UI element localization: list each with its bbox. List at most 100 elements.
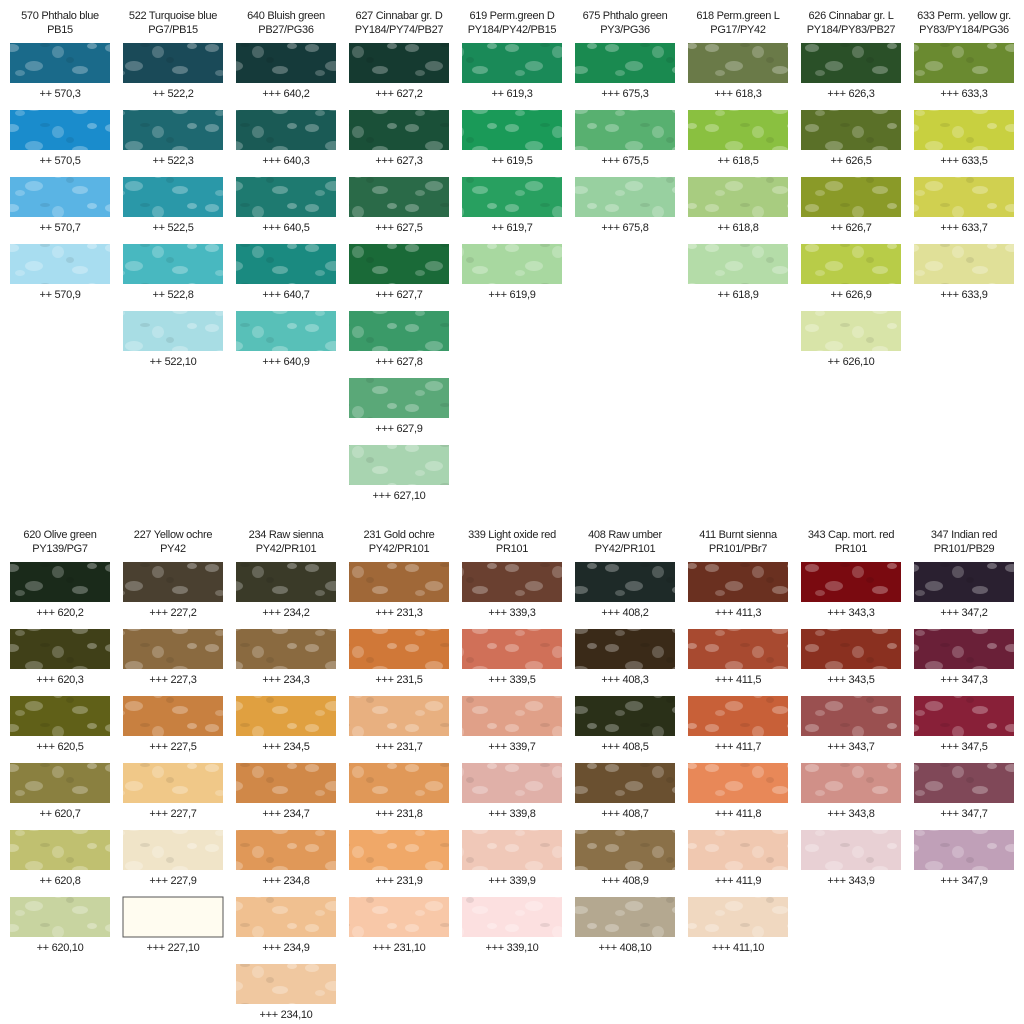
swatch-texture — [914, 110, 1014, 150]
swatch-texture — [801, 830, 901, 870]
swatch-texture — [349, 244, 449, 284]
column-name: 619 Perm.green D — [469, 10, 554, 22]
swatch-label: ++ 522,2 — [152, 88, 193, 100]
column-pigments: PY3/PG36 — [600, 24, 650, 36]
swatch-texture — [801, 629, 901, 669]
swatch-label: +++ 231,9 — [375, 875, 422, 887]
swatch-label: ++ 619,5 — [491, 155, 532, 167]
column-pigments: PR101/PB29 — [934, 543, 995, 555]
swatch-texture — [462, 629, 562, 669]
swatch-texture — [236, 696, 336, 736]
swatch-label: ++ 570,9 — [39, 289, 80, 301]
swatch-texture — [236, 244, 336, 284]
swatch-texture — [688, 43, 788, 83]
swatch-label: +++ 234,2 — [262, 607, 309, 619]
swatch-label: +++ 231,5 — [375, 674, 422, 686]
column-name: 347 Indian red — [931, 529, 997, 541]
swatch-label: +++ 620,2 — [36, 607, 83, 619]
column-name: 343 Cap. mort. red — [808, 529, 894, 541]
swatch-texture — [575, 629, 675, 669]
swatch-label: +++ 627,10 — [373, 490, 426, 502]
swatch-label: +++ 620,3 — [36, 674, 83, 686]
swatch-label: +++ 627,9 — [375, 423, 422, 435]
column-name: 640 Bluish green — [247, 10, 325, 22]
swatch-label: +++ 234,5 — [262, 741, 309, 753]
column-name: 675 Phthalo green — [583, 10, 668, 22]
swatch-label: +++ 347,3 — [940, 674, 987, 686]
swatch-label: +++ 640,3 — [262, 155, 309, 167]
swatch-label: ++ 522,10 — [150, 356, 197, 368]
swatch-texture — [10, 244, 110, 284]
swatch-label: ++ 626,5 — [830, 155, 871, 167]
swatch-texture — [10, 43, 110, 83]
swatch-texture — [236, 110, 336, 150]
swatch-label: +++ 640,9 — [262, 356, 309, 368]
column-name: 620 Olive green — [23, 529, 96, 541]
swatch-texture — [914, 244, 1014, 284]
swatch-label: +++ 227,5 — [149, 741, 196, 753]
swatch-label: ++ 522,3 — [152, 155, 193, 167]
swatch-texture — [914, 763, 1014, 803]
swatch-texture — [575, 897, 675, 937]
swatch-texture — [10, 110, 110, 150]
swatch-texture — [123, 562, 223, 602]
swatch-label: +++ 411,8 — [715, 808, 762, 820]
swatch-label: +++ 347,7 — [940, 808, 987, 820]
swatch-texture — [575, 177, 675, 217]
swatch-texture — [575, 696, 675, 736]
swatch-label: ++ 619,3 — [491, 88, 532, 100]
column-pigments: PR101 — [835, 543, 867, 555]
swatch-label: +++ 675,8 — [601, 222, 648, 234]
swatch-label: +++ 343,5 — [827, 674, 874, 686]
swatch-texture — [236, 964, 336, 1004]
swatch-texture — [123, 177, 223, 217]
swatch-label: +++ 343,3 — [827, 607, 874, 619]
swatch-texture — [462, 696, 562, 736]
swatch-texture — [349, 830, 449, 870]
column-name: 234 Raw sienna — [249, 529, 325, 541]
swatch-texture — [688, 244, 788, 284]
swatch-label: +++ 347,5 — [940, 741, 987, 753]
swatch-texture — [10, 696, 110, 736]
swatch-label: +++ 408,2 — [601, 607, 648, 619]
swatch-label: +++ 411,10 — [712, 942, 764, 954]
column-name: 626 Cinnabar gr. L — [808, 10, 893, 22]
column-pigments: PY184/PY42/PB15 — [468, 24, 557, 36]
swatch-texture — [801, 244, 901, 284]
swatch-label: ++ 570,3 — [39, 88, 80, 100]
column-pigments: PY83/PY184/PG36 — [919, 24, 1009, 36]
column-name: 570 Phthalo blue — [21, 10, 99, 22]
swatch-texture — [688, 177, 788, 217]
column-name: 408 Raw umber — [588, 529, 662, 541]
swatch-label: ++ 522,8 — [152, 289, 193, 301]
swatch-texture — [349, 763, 449, 803]
swatch-texture — [123, 763, 223, 803]
swatch-label: +++ 227,7 — [149, 808, 196, 820]
swatch-label: +++ 627,3 — [375, 155, 422, 167]
swatch-label: ++ 618,9 — [717, 289, 758, 301]
column-name: 633 Perm. yellow gr. — [917, 10, 1011, 22]
swatch-label: +++ 640,5 — [262, 222, 309, 234]
swatch-texture — [462, 110, 562, 150]
column-pigments: PR101 — [496, 543, 528, 555]
swatch-texture — [123, 830, 223, 870]
swatch-label: +++ 231,8 — [375, 808, 422, 820]
swatch-label: +++ 408,10 — [599, 942, 652, 954]
swatch-label: ++ 618,8 — [717, 222, 758, 234]
swatch-texture — [236, 43, 336, 83]
swatch-texture — [123, 244, 223, 284]
swatch-label: +++ 234,9 — [262, 942, 309, 954]
swatch-texture — [10, 830, 110, 870]
swatch-label: +++ 227,9 — [149, 875, 196, 887]
swatch-label: +++ 626,3 — [827, 88, 874, 100]
swatch-label: +++ 347,9 — [940, 875, 987, 887]
swatch-label: +++ 339,5 — [488, 674, 535, 686]
swatch-texture — [914, 177, 1014, 217]
swatch-texture — [914, 629, 1014, 669]
swatch-label: ++ 522,5 — [152, 222, 193, 234]
column-pigments: PR101/PBr7 — [709, 543, 767, 555]
swatch-texture — [236, 629, 336, 669]
swatch-label: +++ 234,8 — [262, 875, 309, 887]
swatch-label: +++ 227,3 — [149, 674, 196, 686]
